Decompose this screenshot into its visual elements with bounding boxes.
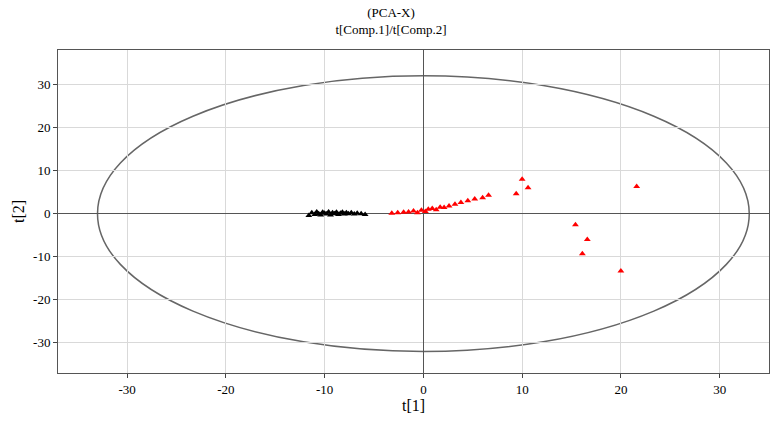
svg-text:30: 30 (713, 382, 726, 397)
svg-text:30: 30 (37, 77, 50, 92)
svg-text:(PCA-X)t[Comp.1]/t[Comp.2]: (PCA-X)t[Comp.1]/t[Comp.2] (335, 5, 446, 37)
svg-text:20: 20 (614, 382, 627, 397)
svg-text:10: 10 (37, 163, 50, 178)
svg-text:-10: -10 (316, 382, 333, 397)
svg-text:t[1]: t[1] (402, 397, 425, 414)
svg-text:-30: -30 (118, 382, 135, 397)
svg-text:10: 10 (516, 382, 529, 397)
svg-text:0: 0 (420, 382, 427, 397)
svg-text:-20: -20 (33, 292, 50, 307)
svg-text:0: 0 (44, 206, 51, 221)
svg-text:-20: -20 (217, 382, 234, 397)
svg-text:-30: -30 (33, 335, 50, 350)
svg-text:20: 20 (37, 120, 50, 135)
svg-text:t[2]: t[2] (10, 200, 27, 223)
svg-text:-10: -10 (33, 249, 50, 264)
